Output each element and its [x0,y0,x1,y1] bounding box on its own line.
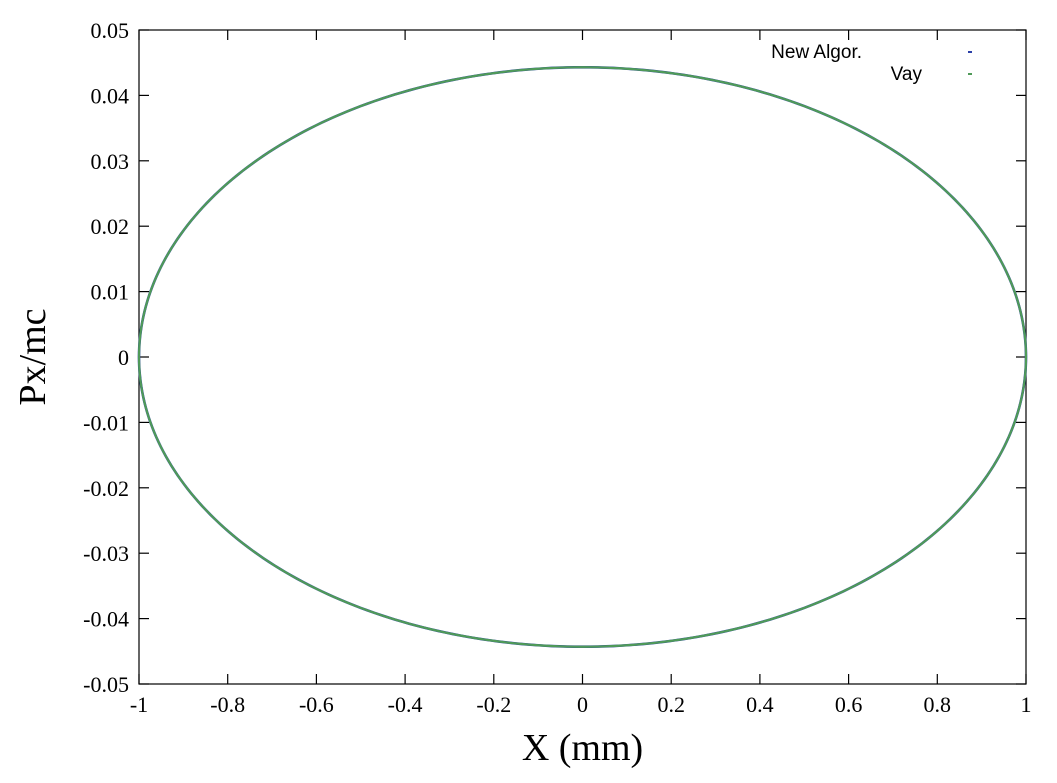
x-tick-label: -1 [130,692,148,717]
y-tick-label: -0.04 [83,607,129,632]
x-tick-label: 0 [577,692,588,717]
y-tick-label: -0.05 [83,672,129,697]
y-tick-label: 0.02 [91,214,130,239]
x-tick-label: 0.4 [746,692,774,717]
x-tick-label: 0.8 [924,692,952,717]
legend: New Algor. Vay [771,42,972,85]
plot-frame [138,29,1027,685]
y-tick-label: 0.05 [91,18,130,43]
y-tick-label: 0 [118,345,129,370]
y-tick-label: 0.03 [91,149,130,174]
legend-label: New Algor. [771,42,862,63]
series-layer [137,65,1028,649]
y-tick-label: -0.02 [83,476,129,501]
y-axis-ticks: 0.05 0.04 0.03 0.02 0.01 0 -0.01 -0.02 -0.03 -0.0… [83,18,1026,697]
x-tick-label: -0.4 [388,692,423,717]
x-axis-title: X (mm) [522,727,643,769]
x-tick-label: 1 [1021,692,1032,717]
y-tick-label: 0.04 [91,83,130,108]
y-tick-label: -0.01 [83,410,129,435]
x-tick-label: -0.2 [476,692,511,717]
series-line-new-algor [137,65,1028,649]
legend-label: Vay [891,64,923,85]
x-axis-ticks: -1 -0.8 -0.6 -0.4 -0.2 0 0.2 0.4 0.6 0.8 1 [130,30,1032,717]
y-tick-label: 0.01 [91,280,130,305]
x-tick-label: -0.6 [299,692,334,717]
x-tick-label: -0.8 [210,692,245,717]
series-line-vay [137,66,1028,648]
y-tick-label: -0.03 [83,541,129,566]
x-tick-label: 0.6 [835,692,863,717]
x-tick-label: 0.2 [657,692,685,717]
y-axis-title: Px/mc [12,308,54,405]
